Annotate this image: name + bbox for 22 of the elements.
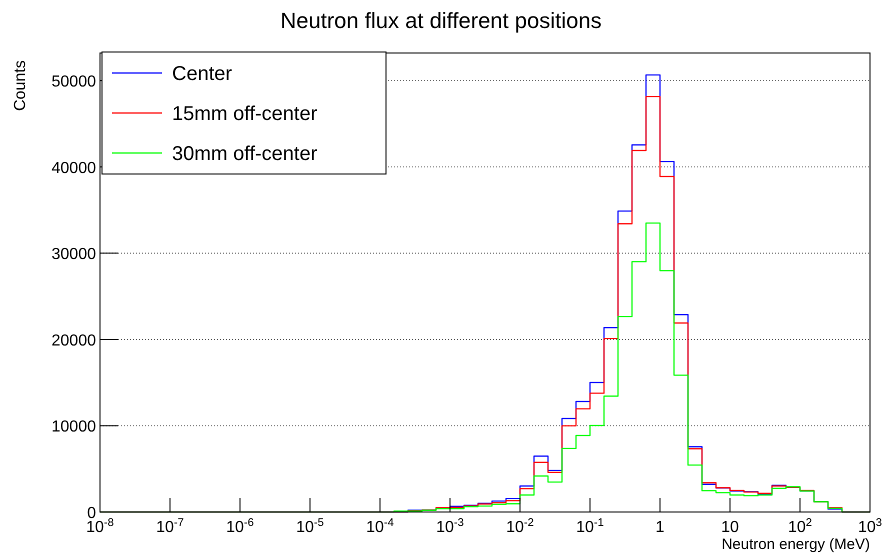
y-tick-label: 20000 [52,332,96,350]
x-tick-label: 1 [656,519,665,536]
y-tick-label: 30000 [52,246,96,264]
x-tick-label: 10$^{-2}$ [506,517,534,536]
legend-label: 30mm off-center [172,143,318,165]
legend-label: 15mm off-center [172,103,318,125]
x-tick-label: 10$^{2}$ [788,517,812,536]
chart-title: Neutron flux at different positions [280,8,602,33]
x-tick-label: 10$^{-3}$ [436,517,464,536]
x-tick-label: 10 [721,519,739,536]
legend-label: Center [172,63,232,85]
x-tick-label: 10$^{-6}$ [226,517,254,536]
x-tick-label: 10$^{-7}$ [156,517,184,536]
y-tick-label: 10000 [52,418,96,436]
x-tick-label: 10$^{-1}$ [576,517,604,536]
x-tick-label: 10$^{-4}$ [366,517,394,536]
x-tick-label: 10$^{-5}$ [296,517,324,536]
y-axis-title: Counts [12,60,29,111]
x-axis-title: Neutron energy (MeV) [722,536,870,553]
y-tick-label: 40000 [52,160,96,177]
y-tick-label: 50000 [52,74,96,91]
x-tick-label: 10$^{3}$ [858,517,882,536]
